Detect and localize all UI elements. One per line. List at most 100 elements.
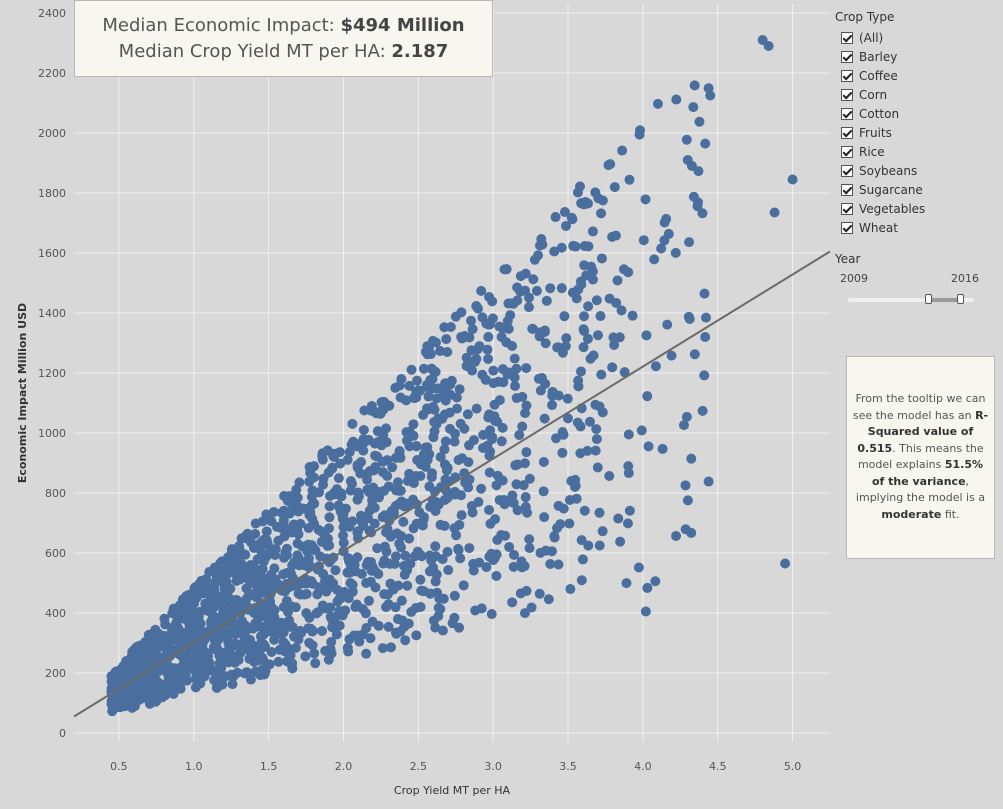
data-point [504,541,515,552]
data-point [404,533,415,544]
data-point [583,301,594,312]
data-point [535,547,546,558]
data-point [441,334,452,345]
data-point [580,196,591,207]
data-point [578,342,589,353]
x-tick-label: 2.0 [335,760,353,773]
crop-type-option[interactable]: Vegetables [835,199,985,218]
year-slider-start-handle[interactable] [925,294,932,304]
checkbox-checked-icon[interactable] [841,221,853,234]
data-point [609,182,620,193]
data-point [700,331,711,342]
data-point [496,530,507,541]
data-point [236,559,247,570]
data-point [191,653,202,664]
crop-type-option[interactable]: Corn [835,85,985,104]
checkbox-checked-icon[interactable] [841,145,853,158]
data-point [521,400,532,411]
data-point [618,264,629,275]
data-point [240,531,251,542]
crop-type-option[interactable]: Sugarcane [835,180,985,199]
data-point [540,338,551,349]
data-point [582,333,593,344]
checkbox-checked-icon[interactable] [841,69,853,82]
data-point [257,563,268,574]
data-point [310,658,321,669]
data-point [292,502,303,513]
year-slider-selected-range [928,298,961,302]
data-point [400,635,411,646]
data-point [699,370,710,381]
checkbox-checked-icon[interactable] [841,31,853,44]
crop-type-option[interactable]: Cotton [835,104,985,123]
data-point [360,608,371,619]
checkbox-checked-icon[interactable] [841,107,853,120]
checkbox-checked-icon[interactable] [841,88,853,101]
crop-type-option[interactable]: Coffee [835,66,985,85]
checkbox-checked-icon[interactable] [841,164,853,177]
data-point [566,475,577,486]
data-point [279,552,290,563]
data-point [370,450,381,461]
data-point [449,590,460,601]
data-point [406,364,417,375]
data-point [444,423,455,434]
data-point [575,366,586,377]
data-point [442,546,453,557]
data-point [382,470,393,481]
data-point [181,602,192,613]
data-point [280,583,291,594]
data-point [264,659,275,670]
data-point [228,622,239,633]
data-point [662,319,673,330]
data-point [454,384,465,395]
data-point [610,230,621,241]
data-point [553,500,564,511]
data-point [627,310,638,321]
checkbox-checked-icon[interactable] [841,183,853,196]
crop-type-option[interactable]: Rice [835,142,985,161]
data-point [382,455,393,466]
data-point [449,486,460,497]
data-point [361,648,372,659]
data-point [301,588,312,599]
checkbox-checked-icon[interactable] [841,126,853,139]
data-point [488,365,499,376]
crop-type-option[interactable]: (All) [835,28,985,47]
data-point [426,472,437,483]
data-point [608,332,619,343]
crop-type-option[interactable]: Barley [835,47,985,66]
crop-type-option[interactable]: Fruits [835,123,985,142]
data-point [556,242,567,253]
crop-type-option[interactable]: Wheat [835,218,985,237]
year-slider-track[interactable] [848,294,974,304]
data-point [133,662,144,673]
year-slider-end-handle[interactable] [957,294,964,304]
data-point [292,492,303,503]
data-point [535,385,546,396]
data-point [452,403,463,414]
data-point [573,284,584,295]
x-tick-label: 2.5 [410,760,428,773]
data-point [433,611,444,622]
data-point [328,450,339,461]
data-point [573,381,584,392]
data-point [266,516,277,527]
data-point [494,395,505,406]
data-point [520,268,531,279]
crop-type-option[interactable]: Soybeans [835,161,985,180]
data-point [682,495,693,506]
data-point [320,645,331,656]
x-axis-title: Crop Yield MT per HA [394,784,511,797]
data-point [463,457,474,468]
data-point [591,424,602,435]
checkbox-checked-icon[interactable] [841,50,853,63]
data-point [353,526,364,537]
data-point [342,454,353,465]
data-point [372,426,383,437]
data-point [297,541,308,552]
checkbox-checked-icon[interactable] [841,202,853,215]
data-point [110,702,121,713]
data-point [325,602,336,613]
data-point [338,537,349,548]
